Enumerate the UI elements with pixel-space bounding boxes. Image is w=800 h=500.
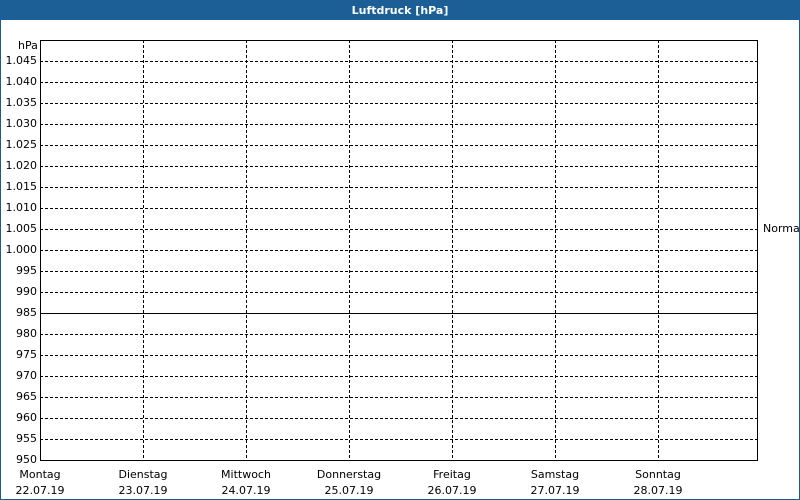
y-tick-label: 975 bbox=[16, 348, 37, 361]
y-tick-label: 1.005 bbox=[6, 222, 38, 235]
y-tick-label: 950 bbox=[16, 453, 37, 466]
x-tick-label: 22.07.19 bbox=[16, 484, 65, 497]
y-tick-label: 990 bbox=[16, 285, 37, 298]
x-tick-label: 25.07.19 bbox=[325, 484, 374, 497]
x-tick-label: Freitag bbox=[433, 468, 471, 481]
x-tick-label: 23.07.19 bbox=[119, 484, 168, 497]
title-bar bbox=[0, 0, 800, 20]
y-tick-label: 960 bbox=[16, 411, 37, 424]
y-tick-label: 995 bbox=[16, 264, 37, 277]
x-tick-label: Sonntag bbox=[635, 468, 681, 481]
y-tick-label: 1.030 bbox=[6, 117, 38, 130]
x-tick-label: Montag bbox=[19, 468, 60, 481]
y-tick-label: 970 bbox=[16, 369, 37, 382]
y-tick-label: 1.035 bbox=[6, 96, 38, 109]
chart-title: Luftdruck [hPa] bbox=[352, 4, 449, 17]
y-tick-label: 965 bbox=[16, 390, 37, 403]
plot-frame bbox=[40, 40, 758, 461]
y-axis-label: hPa bbox=[18, 39, 38, 52]
y-tick-label: 1.000 bbox=[6, 243, 38, 256]
y-tick-label: 1.045 bbox=[6, 54, 38, 67]
x-tick-label: 24.07.19 bbox=[222, 484, 271, 497]
y-tick-label: 1.040 bbox=[6, 75, 38, 88]
x-tick-label: Dienstag bbox=[118, 468, 167, 481]
x-tick-label: 28.07.19 bbox=[634, 484, 683, 497]
y-tick-label: 1.010 bbox=[6, 201, 38, 214]
x-tick-label: Donnerstag bbox=[317, 468, 381, 481]
y-tick-label: 955 bbox=[16, 432, 37, 445]
y-tick-label: 1.025 bbox=[6, 138, 38, 151]
y-tick-label: 980 bbox=[16, 327, 37, 340]
x-tick-label: 26.07.19 bbox=[428, 484, 477, 497]
y-tick-label: 1.015 bbox=[6, 180, 38, 193]
y-tick-label: 985 bbox=[16, 306, 37, 319]
x-tick-label: Samstag bbox=[531, 468, 579, 481]
x-tick-label: Mittwoch bbox=[221, 468, 271, 481]
x-tick-label: 27.07.19 bbox=[531, 484, 580, 497]
y-tick-label: 1.020 bbox=[6, 159, 38, 172]
annotation: Normal bbox=[763, 222, 800, 235]
